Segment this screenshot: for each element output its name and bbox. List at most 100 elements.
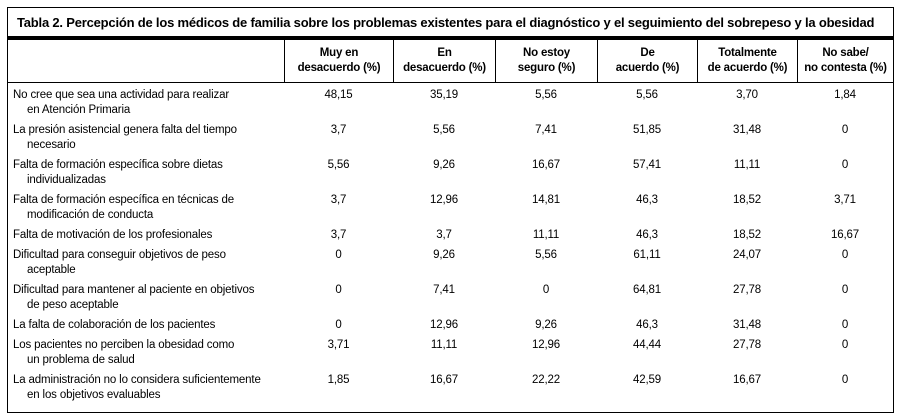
row-label: Falta de motivación de los profesionales [8, 228, 284, 243]
value-cell: 16,67 [732, 374, 762, 386]
column-header-line: seguro (%) [517, 62, 576, 74]
row-label-line: Falta de formación específica en técnica… [13, 194, 234, 206]
value-cell: 16,67 [531, 159, 561, 171]
value-cell: 14,81 [531, 194, 561, 206]
value-cell: 18,52 [732, 229, 762, 241]
row-label-line: de peso aceptable [27, 299, 119, 311]
table-row: Falta de formación específica en técnica… [8, 193, 893, 223]
value-cell: 0 [841, 339, 849, 351]
column-header-line: No sabe/ [822, 47, 869, 59]
column-header-line: No estoy [523, 47, 570, 59]
value-cell: 46,3 [636, 319, 658, 331]
row-label-line: Los pacientes no perciben la obesidad co… [13, 339, 235, 351]
value-cell: 16,67 [830, 229, 860, 241]
row-label-line: Dificultad para mantener al paciente en … [13, 284, 255, 296]
value-cell: 3,71 [834, 194, 856, 206]
row-label-line: un problema de salud [27, 354, 135, 366]
value-cell: 31,48 [732, 124, 762, 136]
row-label-line: No cree que sea una actividad para reali… [13, 89, 230, 101]
column-header-line: desacuerdo (%) [403, 62, 486, 74]
value-cell: 9,26 [433, 159, 455, 171]
value-cell: 27,78 [732, 339, 762, 351]
value-cell: 5,56 [433, 124, 455, 136]
column-header-muy-en-desacuerdo: Muy en desacuerdo (%) [284, 40, 393, 82]
column-header-line: De [640, 47, 655, 59]
value-cell: 3,71 [327, 339, 350, 351]
header-corner-cell [8, 40, 284, 82]
value-cell: 31,48 [732, 319, 762, 331]
value-cell: 11,11 [532, 229, 560, 241]
value-cell: 48,15 [324, 89, 353, 101]
value-cell: 7,41 [535, 124, 557, 136]
value-cell: 35,19 [429, 89, 459, 101]
row-label-line: necesario [27, 139, 76, 151]
column-header-totalmente-de-acuerdo: Totalmente de acuerdo (%) [697, 40, 797, 82]
column-header-line: no contesta (%) [804, 62, 887, 74]
value-cell: 11,11 [430, 339, 458, 351]
value-cell: 64,81 [632, 284, 662, 296]
value-cell: 22,22 [531, 374, 561, 386]
value-cell: 12,96 [531, 339, 561, 351]
value-cell: 0 [335, 319, 342, 331]
table-row: La presión asistencial genera falta del … [8, 123, 893, 153]
value-cell: 27,78 [732, 284, 762, 296]
row-label-line: Falta de motivación de los profesionales [13, 229, 213, 241]
row-label-line: Dificultad para conseguir objetivos de p… [13, 249, 226, 261]
value-cell: 3,70 [736, 89, 758, 101]
row-label-line: Falta de formación específica sobre diet… [13, 159, 223, 171]
value-cell: 57,41 [632, 159, 662, 171]
row-label-line: en los objetivos evaluables [27, 389, 161, 401]
table-row: Los pacientes no perciben la obesidad co… [8, 338, 893, 368]
value-cell: 0 [335, 249, 342, 261]
row-label: La administración no lo considera sufici… [8, 373, 284, 403]
table-row: La falta de colaboración de los paciente… [8, 318, 893, 333]
value-cell: 7,41 [433, 284, 455, 296]
table-row: No cree que sea una actividad para reali… [8, 88, 893, 118]
value-cell: 9,26 [535, 319, 557, 331]
column-header-line: En [437, 47, 452, 59]
row-label: No cree que sea una actividad para reali… [8, 88, 284, 118]
column-header-line: acuerdo (%) [615, 62, 680, 74]
value-cell: 42,59 [632, 374, 662, 386]
value-cell: 44,44 [632, 339, 662, 351]
value-cell: 18,52 [732, 194, 762, 206]
value-cell: 46,3 [636, 194, 658, 206]
value-cell: 0 [335, 284, 342, 296]
value-cell: 16,67 [429, 374, 459, 386]
column-header-line: Totalmente [718, 47, 777, 59]
value-cell: 0 [542, 284, 550, 296]
row-label-line: La administración no lo considera sufici… [13, 374, 261, 386]
column-header-en-desacuerdo: En desacuerdo (%) [393, 40, 495, 82]
value-cell: 3,7 [436, 229, 452, 241]
value-cell: 12,96 [429, 319, 459, 331]
value-cell: 5,56 [327, 159, 350, 171]
row-label-line: La presión asistencial genera falta del … [13, 124, 237, 136]
value-cell: 0 [841, 374, 849, 386]
column-header-line: Muy en [319, 47, 359, 59]
value-cell: 12,96 [429, 194, 459, 206]
row-label: Falta de formación específica en técnica… [8, 193, 284, 223]
row-label: La falta de colaboración de los paciente… [8, 318, 284, 333]
value-cell: 46,3 [636, 229, 658, 241]
column-header-no-estoy-seguro: No estoy seguro (%) [495, 40, 597, 82]
column-header-de-acuerdo: De acuerdo (%) [597, 40, 697, 82]
value-cell: 24,07 [732, 249, 762, 261]
row-label: Dificultad para mantener al paciente en … [8, 283, 284, 313]
row-label-line: individualizadas [27, 174, 106, 186]
row-label: Falta de formación específica sobre diet… [8, 158, 284, 188]
value-cell: 1,84 [834, 89, 856, 101]
table-row: Falta de motivación de los profesionales… [8, 228, 893, 243]
row-label-line: en Atención Primaria [27, 104, 131, 116]
title-divider [8, 36, 893, 40]
row-label-line: aceptable [27, 264, 76, 276]
table-title: Tabla 2. Percepción de los médicos de fa… [17, 15, 875, 30]
row-label: Dificultad para conseguir objetivos de p… [8, 248, 284, 278]
value-cell: 0 [841, 284, 849, 296]
value-cell: 61,11 [633, 249, 661, 261]
value-cell: 0 [841, 249, 849, 261]
value-cell: 3,7 [330, 229, 347, 241]
value-cell: 9,26 [433, 249, 455, 261]
column-header-line: desacuerdo (%) [297, 62, 381, 74]
value-cell: 5,56 [636, 89, 658, 101]
value-cell: 11,11 [733, 159, 761, 171]
